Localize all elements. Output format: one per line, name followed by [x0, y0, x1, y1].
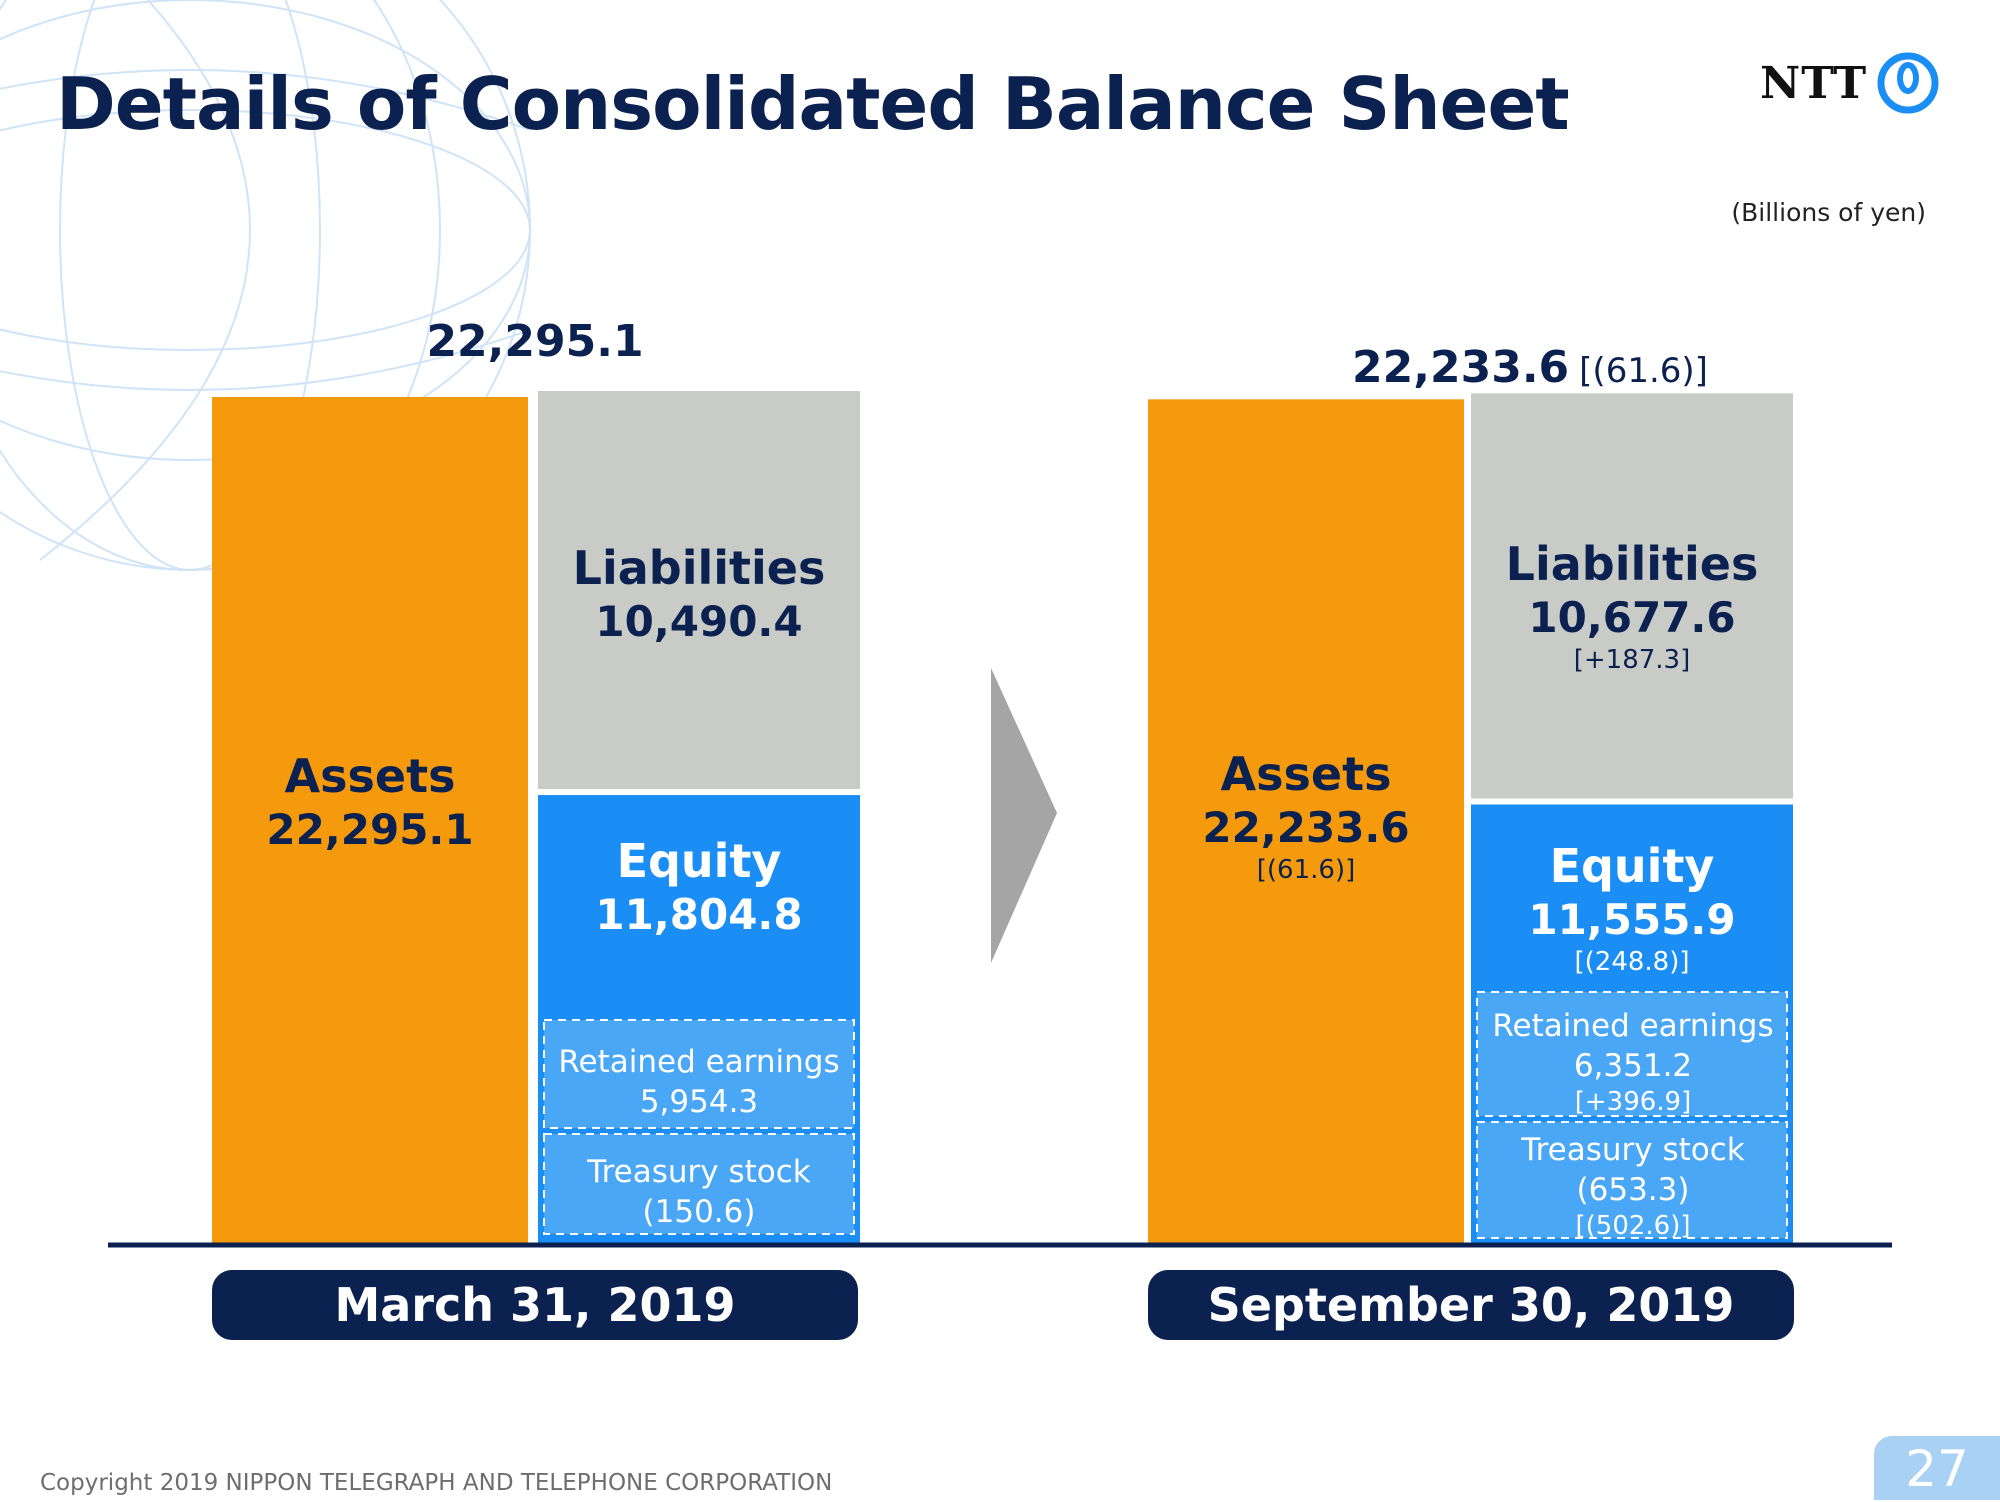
liabilities-label-sep: Liabilities 10,677.6 [+187.3] [1505, 537, 1759, 675]
assets-bar-sep [1148, 399, 1464, 1244]
page-title: Details of Consolidated Balance Sheet [56, 62, 1570, 146]
total-label-mar: 22,295.1 [426, 316, 644, 367]
globe-graphic-icon [0, 0, 531, 571]
equity-label-sep: Equity 11,555.9 [(248.8)] [1528, 839, 1736, 977]
ntt-logo: NTT [1760, 52, 1939, 114]
chevron-right-icon [991, 668, 1057, 963]
retained-earnings-label-sep: Retained earnings 6,351.2 [+396.9] [1492, 1008, 1774, 1117]
liabilities-bar-sep [1471, 393, 1793, 799]
assets-bar-mar [212, 397, 528, 1243]
page-number: 27 [1874, 1436, 2000, 1500]
treasury-stock-label-sep: Treasury stock (653.3) [(502.6)] [1521, 1132, 1745, 1241]
treasury-stock-box-mar [543, 1133, 855, 1235]
total-label-sep: 22,233.6 [(61.6)] [1352, 342, 1708, 393]
liabilities-label-mar: Liabilities 10,490.4 [572, 541, 826, 646]
date-label-sep: September 30, 2019 [1148, 1270, 1794, 1340]
retained-earnings-box-mar [543, 1019, 855, 1129]
ntt-logo-icon [1877, 52, 1939, 114]
assets-label-mar: Assets 22,295.1 [266, 749, 474, 854]
liabilities-bar-mar [538, 390, 860, 790]
treasury-stock-box-sep [1476, 1121, 1788, 1239]
copyright-footer: Copyright 2019 NIPPON TELEGRAPH AND TELE… [40, 1470, 833, 1496]
treasury-stock-label-mar: Treasury stock (150.6) [587, 1154, 811, 1230]
retained-earnings-label-mar: Retained earnings 5,954.3 [558, 1044, 840, 1120]
retained-earnings-box-sep [1476, 991, 1788, 1117]
equity-label-mar: Equity 11,804.8 [595, 834, 803, 939]
date-label-mar: March 31, 2019 [212, 1270, 858, 1340]
unit-note: (Billions of yen) [1731, 198, 1926, 227]
logo-text: NTT [1760, 57, 1868, 109]
assets-label-sep: Assets 22,233.6 [(61.6)] [1202, 747, 1410, 885]
